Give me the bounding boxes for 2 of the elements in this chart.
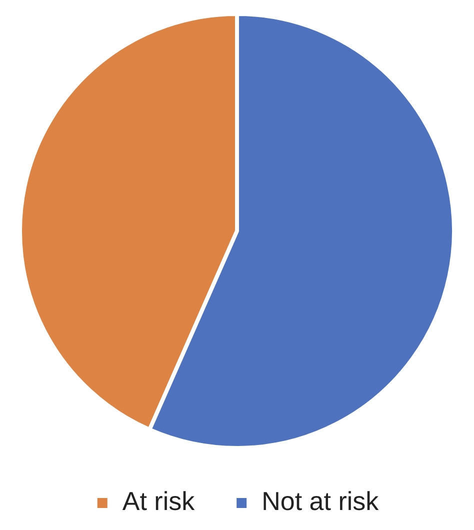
legend-label: Not at risk [262, 486, 380, 516]
legend-label: At risk [122, 486, 196, 516]
